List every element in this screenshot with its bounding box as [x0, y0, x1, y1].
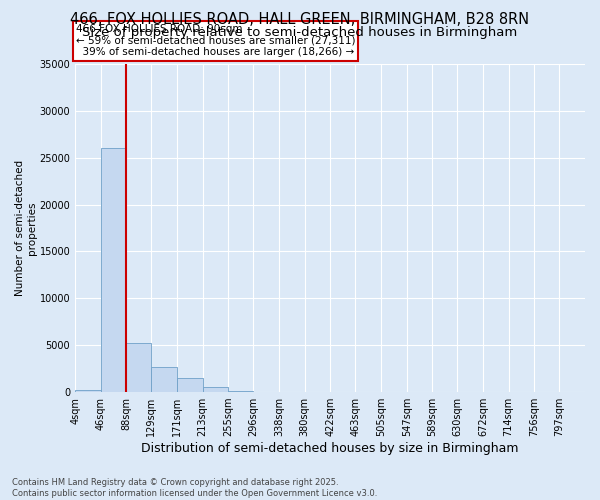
Text: 466 FOX HOLLIES ROAD: 90sqm
← 59% of semi-detached houses are smaller (27,311)
 : 466 FOX HOLLIES ROAD: 90sqm ← 59% of sem… — [76, 24, 355, 58]
Bar — [101, 148, 127, 392]
Bar — [151, 367, 177, 392]
Bar — [203, 388, 229, 392]
Text: 466, FOX HOLLIES ROAD, HALL GREEN, BIRMINGHAM, B28 8RN: 466, FOX HOLLIES ROAD, HALL GREEN, BIRMI… — [70, 12, 530, 28]
Bar — [75, 390, 101, 392]
X-axis label: Distribution of semi-detached houses by size in Birmingham: Distribution of semi-detached houses by … — [142, 442, 519, 455]
Y-axis label: Number of semi-detached
properties: Number of semi-detached properties — [15, 160, 37, 296]
Bar — [177, 378, 203, 392]
Text: Contains HM Land Registry data © Crown copyright and database right 2025.
Contai: Contains HM Land Registry data © Crown c… — [12, 478, 377, 498]
Bar — [127, 344, 151, 392]
Bar — [229, 391, 253, 392]
Text: Size of property relative to semi-detached houses in Birmingham: Size of property relative to semi-detach… — [82, 26, 518, 39]
